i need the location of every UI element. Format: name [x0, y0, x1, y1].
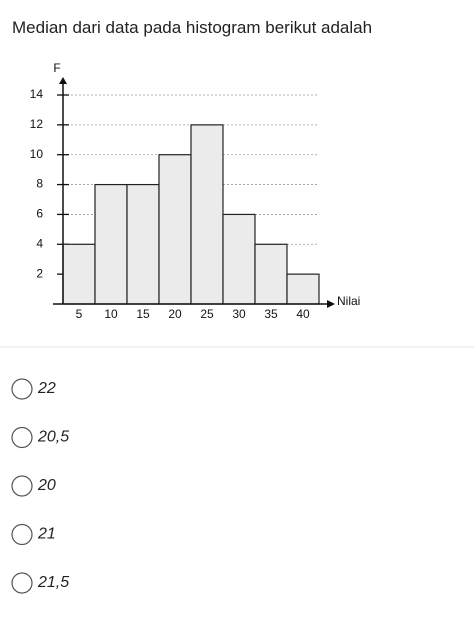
- bar: [126, 183, 160, 305]
- x-axis-arrow: [327, 300, 335, 308]
- y-tick-label: 2: [36, 266, 43, 280]
- radio-button[interactable]: [11, 523, 33, 546]
- x-tick-label: 5: [76, 307, 83, 321]
- bar: [286, 273, 320, 305]
- x-tick-label: 25: [200, 307, 214, 321]
- x-tick-label: 35: [264, 307, 278, 321]
- x-tick-label: 20: [168, 307, 182, 321]
- bar: [254, 243, 288, 305]
- y-tick-label: 6: [36, 207, 43, 221]
- y-tick-label: 10: [30, 147, 44, 161]
- bar: [94, 183, 128, 305]
- x-tick-label: 10: [104, 307, 118, 321]
- y-tick-label: 14: [30, 87, 44, 101]
- radio-button[interactable]: [11, 378, 33, 400]
- y-axis-label: F: [53, 61, 60, 75]
- radio-button[interactable]: [11, 475, 33, 497]
- y-tick-label: 4: [36, 236, 43, 250]
- bar: [62, 243, 96, 305]
- bar: [190, 124, 224, 305]
- radio-button[interactable]: [11, 426, 33, 449]
- bar: [158, 154, 192, 305]
- y-axis-arrow: [59, 77, 67, 84]
- y-tick-label: 8: [36, 177, 43, 191]
- x-tick-label: 15: [136, 307, 150, 321]
- x-tick-label: 30: [232, 307, 246, 321]
- option-label[interactable]: 22: [37, 380, 56, 397]
- option-label[interactable]: 21,5: [37, 574, 69, 591]
- question: Median dari data pada histogram berikut …: [12, 18, 373, 37]
- option-label[interactable]: 20,5: [37, 429, 69, 446]
- option-label[interactable]: 21: [37, 526, 56, 543]
- bar: [222, 213, 256, 305]
- radio-button[interactable]: [11, 572, 33, 594]
- x-tick-label: 40: [296, 307, 310, 321]
- option-label[interactable]: 20: [37, 477, 56, 494]
- x-axis-label: Nilai: [337, 294, 360, 308]
- y-tick-label: 12: [30, 117, 44, 131]
